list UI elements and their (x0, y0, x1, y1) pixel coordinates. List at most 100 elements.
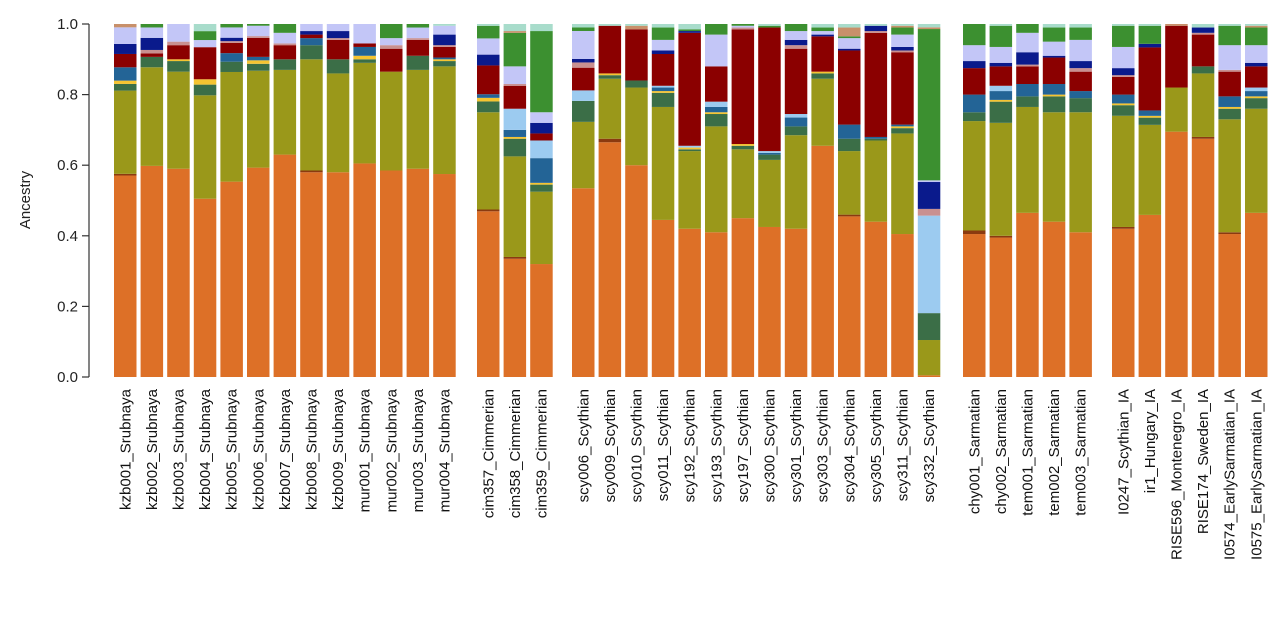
segment-K1 (247, 167, 270, 377)
segment-K1 (651, 219, 675, 377)
segment-K4 (1138, 117, 1162, 125)
segment-K9 (1016, 64, 1039, 67)
segment-K8 (784, 48, 808, 115)
segment-K6 (758, 152, 781, 155)
x-tick-label: RISE596_Montenegro_IA (1168, 389, 1185, 560)
segment-K4 (784, 126, 808, 136)
segment-K4 (1069, 98, 1092, 113)
bar-scy300_Scythian (758, 24, 781, 377)
segment-K1 (433, 174, 456, 377)
segment-K1 (758, 226, 781, 377)
segment-K8 (140, 53, 164, 57)
segment-K3 (1069, 112, 1092, 233)
x-labels: kzb001_Srubnaya kzb002_Srubnaya kzb003_Sru… (117, 388, 1265, 560)
segment-K1 (1042, 221, 1066, 377)
segment-K11 (114, 27, 137, 44)
segment-K10 (1042, 55, 1066, 58)
segment-K12 (273, 24, 297, 33)
x-tick-label: scy006_Scythian (575, 389, 592, 502)
segment-K10 (678, 31, 701, 33)
segment-K1 (300, 172, 323, 377)
segment-K2 (989, 235, 1013, 238)
x-tick-label: ir1_Hungary_IA (1142, 389, 1159, 493)
bar-I0575_EarlySarmatian_IA (1245, 24, 1268, 377)
segment-K1 (864, 221, 888, 377)
x-tick-label: tem003_Sarmatian (1073, 389, 1090, 516)
segment-K10 (433, 34, 456, 46)
segment-K4 (811, 73, 834, 79)
segment-K7 (678, 145, 701, 148)
segment-K3 (433, 66, 456, 175)
segment-K2 (1218, 232, 1241, 235)
segment-K3 (963, 121, 986, 231)
segment-K10 (300, 31, 323, 35)
segment-K12 (784, 24, 808, 32)
segment-K4 (1191, 66, 1215, 74)
segment-K12 (530, 31, 553, 113)
segment-K3 (406, 69, 430, 169)
segment-K10 (1016, 52, 1039, 65)
segment-K1 (811, 145, 834, 377)
x-tick-label: kzb001_Srubnaya (117, 388, 134, 510)
segment-K3 (678, 151, 701, 229)
segment-K3 (530, 191, 553, 265)
segment-K11 (273, 32, 297, 44)
segment-K12 (1112, 25, 1135, 47)
segment-K6 (705, 106, 728, 113)
bars (114, 24, 1268, 377)
segment-K3 (811, 78, 834, 146)
segment-K14 (678, 24, 701, 30)
segment-K3 (247, 70, 270, 168)
x-tick-label: scy301_Scythian (788, 389, 805, 502)
segment-K8 (193, 47, 217, 80)
segment-K11 (433, 25, 456, 35)
segment-K3 (651, 106, 675, 220)
segment-K5 (651, 91, 675, 93)
segment-K11 (477, 38, 500, 55)
segment-K8 (678, 32, 701, 146)
segment-K8 (1245, 66, 1268, 88)
segment-K8 (326, 39, 350, 60)
segment-K3 (784, 135, 808, 229)
segment-K14 (651, 24, 675, 28)
segment-K10 (784, 39, 808, 46)
segment-K1 (1165, 131, 1188, 377)
bar-kzb002_Srubnaya (140, 24, 164, 377)
segment-K6 (1042, 84, 1066, 95)
bar-scy197_Scythian (731, 24, 755, 377)
segment-K11 (167, 24, 190, 42)
segment-K3 (891, 133, 914, 235)
segment-K8 (380, 48, 403, 72)
segment-K14 (193, 24, 217, 32)
bar-chy002_Sarmatian (989, 24, 1013, 377)
segment-K11 (247, 25, 270, 37)
group-sarmatian (963, 24, 1092, 377)
segment-K10 (572, 58, 595, 63)
segment-K3 (598, 78, 622, 139)
segment-K8 (300, 34, 323, 39)
segment-K3 (1112, 115, 1135, 227)
segment-K4 (917, 313, 941, 341)
segment-K11 (731, 25, 755, 28)
segment-K14 (1138, 24, 1162, 26)
segment-K14 (891, 24, 914, 26)
segment-K10 (864, 25, 888, 32)
segment-K10 (989, 62, 1013, 67)
segment-K1 (406, 168, 430, 377)
segment-K9 (326, 38, 350, 40)
segment-K6 (1138, 110, 1162, 116)
segment-K4 (326, 59, 350, 74)
segment-K4 (477, 101, 500, 113)
segment-K9 (433, 45, 456, 47)
segment-K8 (758, 27, 781, 152)
segment-K1 (193, 198, 217, 377)
segment-K6 (838, 124, 861, 139)
segment-K2 (963, 230, 986, 235)
segment-K3 (1165, 87, 1188, 132)
segment-K5 (705, 112, 728, 115)
segment-K5 (477, 97, 500, 102)
segment-K3 (917, 340, 941, 376)
segment-K9 (917, 208, 941, 216)
x-tick-label: I0574_EarlySarmatian_IA (1222, 389, 1239, 560)
segment-K12 (406, 24, 430, 28)
